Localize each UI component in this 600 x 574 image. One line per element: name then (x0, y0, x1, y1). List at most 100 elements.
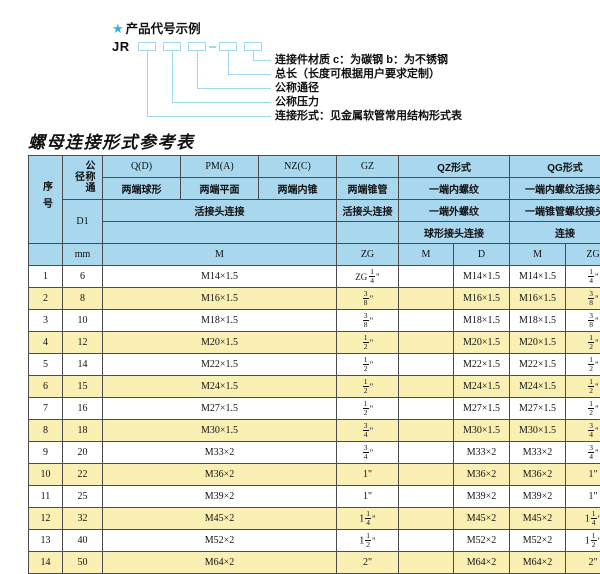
cell-qz-m (399, 266, 454, 288)
cell-qg-m: M45×2 (510, 508, 566, 530)
cell-seq: 10 (29, 464, 63, 486)
cell-qg-m: M16×1.5 (510, 288, 566, 310)
leader-line-dn-v (197, 51, 198, 88)
cell-seq: 7 (29, 398, 63, 420)
header-group-gz: GZ (337, 156, 399, 178)
cell-qg-zg: 1" (566, 486, 600, 508)
header-joint-gz (337, 222, 399, 244)
header-row-joint: 球形接头连接 连接 (29, 222, 600, 244)
cell-dn: 10 (63, 310, 103, 332)
cell-thread-m: M36×2 (103, 464, 337, 486)
cell-qg-m: M22×1.5 (510, 354, 566, 376)
leader-line-form-v (147, 51, 148, 116)
cell-seq: 9 (29, 442, 63, 464)
cell-qz-m (399, 530, 454, 552)
product-code-title-text: 产品代号示例 (126, 22, 201, 36)
cell-qz-m (399, 420, 454, 442)
header-unit-qz-m: M (399, 244, 454, 266)
cell-qg-m: M18×1.5 (510, 310, 566, 332)
cell-qz-d: M20×1.5 (454, 332, 510, 354)
star-icon: ★ (112, 21, 124, 36)
leader-line-dn-h (197, 88, 271, 89)
header-row-code: 序号 公称通径 Q(D) PM(A) NZ(C) GZ QZ形式 QG形式 (29, 156, 600, 178)
cell-qz-d: M16×1.5 (454, 288, 510, 310)
cell-thread-m: M52×2 (103, 530, 337, 552)
cell-seq: 11 (29, 486, 63, 508)
header-unit-qg-m: M (510, 244, 566, 266)
cell-qz-m (399, 486, 454, 508)
cell-qz-d: M36×2 (454, 464, 510, 486)
leader-line-form-h (147, 116, 271, 117)
leader-line-length-h (228, 74, 271, 75)
leader-line-pn-h (172, 102, 271, 103)
spec-table-container: 序号 公称通径 Q(D) PM(A) NZ(C) GZ QZ形式 QG形式 两端… (28, 155, 572, 574)
header-dn-label: 公称通径 (72, 156, 93, 198)
cell-qz-m (399, 552, 454, 574)
cell-seq: 5 (29, 354, 63, 376)
cell-thread-m: M16×1.5 (103, 288, 337, 310)
header-group-pm: PM(A) (181, 156, 259, 178)
annotation-total-length: 总长（长度可根据用户要求定制） (275, 69, 440, 80)
cell-dn: 6 (63, 266, 103, 288)
cell-seq: 8 (29, 420, 63, 442)
code-box-4 (219, 42, 237, 51)
header-connection-qpmnz: 活接头连接 (103, 200, 337, 222)
leader-line-material-v (253, 51, 254, 60)
cell-qz-m (399, 464, 454, 486)
cell-thread-m: M30×1.5 (103, 420, 337, 442)
cell-qg-m: M14×1.5 (510, 266, 566, 288)
annotation-material: 连接件材质 c：为碳钢 b：为不锈钢 (275, 55, 448, 66)
cell-qz-m (399, 442, 454, 464)
annotation-connection-form: 连接形式：见金属软管常用结构形式表 (275, 111, 462, 122)
header-group-nz: NZ(C) (259, 156, 337, 178)
table-header: 序号 公称通径 Q(D) PM(A) NZ(C) GZ QZ形式 QG形式 两端… (29, 156, 600, 266)
header-joint-qz: 球形接头连接 (399, 222, 510, 244)
cell-dn: 22 (63, 464, 103, 486)
cell-thread-m: M27×1.5 (103, 398, 337, 420)
header-d1: D1 (63, 200, 103, 244)
annotation-nominal-diameter: 公称通径 (275, 83, 319, 94)
cell-dn: 16 (63, 398, 103, 420)
product-code-diagram: ★产品代号示例 JR 连接件材质 c：为碳钢 b：为不锈钢 总长（长度可根据用户… (0, 0, 600, 130)
header-unit-gz-zg: ZG (337, 244, 399, 266)
header-group-q: Q(D) (103, 156, 181, 178)
cell-qz-m (399, 508, 454, 530)
page-title: 螺母连接形式参考表 (28, 128, 195, 153)
cell-thread-m: M18×1.5 (103, 310, 337, 332)
leader-line-length-v (228, 51, 229, 74)
cell-qz-d: M24×1.5 (454, 376, 510, 398)
cell-qz-m (399, 310, 454, 332)
cell-thread-m: M45×2 (103, 508, 337, 530)
cell-qz-d: M39×2 (454, 486, 510, 508)
cell-dn: 20 (63, 442, 103, 464)
header-endform-q: 两端球形 (103, 178, 181, 200)
header-joint-qg: 连接 (510, 222, 600, 244)
cell-qz-d: M52×2 (454, 530, 510, 552)
header-seq: 序号 (29, 156, 63, 244)
code-box-5 (244, 42, 262, 51)
header-unit-mm: mm (63, 244, 103, 266)
cell-qg-zg: 112" (566, 530, 600, 552)
cell-seq: 3 (29, 310, 63, 332)
cell-dn: 25 (63, 486, 103, 508)
cell-dn: 50 (63, 552, 103, 574)
cell-thread-m: M24×1.5 (103, 376, 337, 398)
cell-seq: 14 (29, 552, 63, 574)
